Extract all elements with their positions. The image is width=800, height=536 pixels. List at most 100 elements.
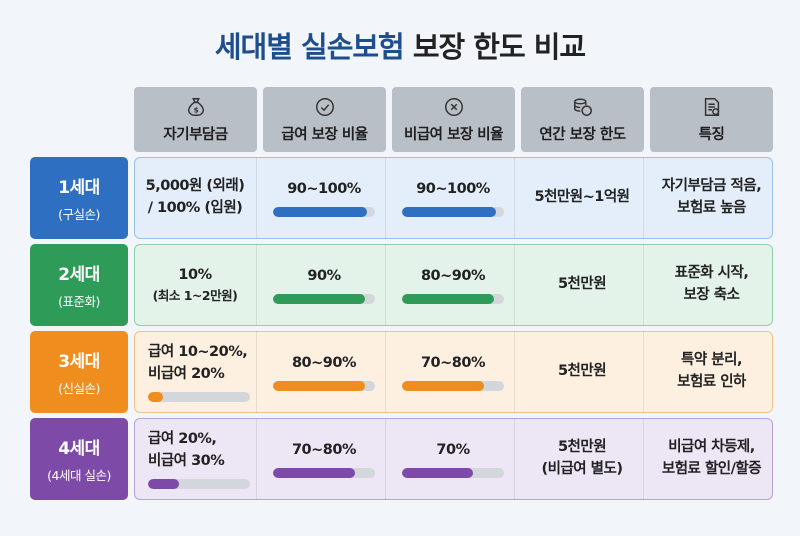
corner-empty (30, 87, 128, 152)
noncovered-value: 90~100% (416, 180, 490, 197)
copay-cell: 급여 20%, 비급여 30% (134, 418, 257, 500)
generation-label: 3세대 (신실손) (30, 331, 128, 413)
header-label: 급여 보장 비율 (281, 126, 368, 143)
covered-cell: 80~90% (263, 331, 386, 413)
covered-value: 90% (307, 267, 341, 284)
limit-cell: 5천만원 (비급여 별도) (521, 418, 644, 500)
generation-name: 3세대 (58, 352, 100, 372)
noncovered-cell: 70% (392, 418, 515, 500)
feature-cell: 자기부담금 적음, 보험료 높음 (650, 157, 773, 239)
noncovered-cell: 70~80% (392, 331, 515, 413)
covered-value: 80~90% (291, 354, 357, 371)
cell-text-line: 자기부담금 적음, (661, 178, 762, 195)
cell-text-line: 표준화 시작, (674, 265, 749, 282)
cell-text-line: 보험료 인하 (677, 374, 746, 390)
progress-bar-fill (273, 294, 365, 305)
header-label: 비급여 보장 비율 (404, 126, 503, 143)
progress-bar (402, 207, 504, 218)
generation-sub: (표준화) (58, 294, 100, 309)
noncovered-cell: 90~100% (392, 157, 515, 239)
progress-bar (148, 479, 250, 490)
feature-cell: 특약 분리, 보험료 인하 (650, 331, 773, 413)
cell-text-line: 5천만원~1억원 (534, 189, 630, 206)
cell-text-line: 비급여 차등제, (668, 439, 755, 456)
money-bag-icon: $ (187, 97, 204, 116)
noncovered-value: 70% (436, 441, 470, 458)
progress-bar (273, 207, 375, 218)
progress-bar-fill (402, 294, 494, 305)
page-title: 세대별 실손보험 보장 한도 비교 (0, 24, 800, 66)
generation-name: 4세대 (58, 439, 100, 459)
generation-sub: (구실손) (58, 207, 100, 222)
generation-label: 4세대 (4세대 실손) (30, 418, 128, 500)
generation-sub: (신실손) (58, 381, 100, 396)
progress-bar (273, 468, 375, 479)
covered-value: 70~80% (291, 441, 357, 458)
cell-text-line: 5천만원 (557, 439, 607, 456)
header-limit: 연간 보장 한도 (521, 87, 644, 152)
header-label: 자기부담금 (163, 126, 228, 143)
progress-bar (273, 381, 375, 392)
header-feature: 특징 (650, 87, 773, 152)
row-band (134, 418, 773, 500)
header-noncovered: 비급여 보장 비율 (392, 87, 515, 152)
generation-label: 2세대 (표준화) (30, 244, 128, 326)
copay-cell: 10% (최소 1~2만원) (134, 244, 257, 326)
check-circle-icon (315, 97, 334, 116)
progress-bar (402, 294, 504, 305)
generation-name: 2세대 (58, 265, 100, 285)
row-band (134, 157, 773, 239)
progress-bar-fill (402, 207, 496, 218)
progress-bar-fill (402, 381, 484, 392)
limit-cell: 5천만원~1억원 (521, 157, 644, 239)
progress-bar-fill (148, 479, 179, 490)
document-icon (704, 97, 719, 116)
progress-bar-fill (273, 468, 355, 479)
noncovered-value: 70~80% (420, 354, 486, 371)
limit-cell: 5천만원 (521, 331, 644, 413)
feature-cell: 비급여 차등제, 보험료 할인/할증 (650, 418, 773, 500)
cell-text-line: 10% (178, 266, 212, 283)
cell-text-line: 5,000원 (외래) (145, 178, 245, 195)
covered-cell: 70~80% (263, 418, 386, 500)
covered-cell: 90% (263, 244, 386, 326)
cell-text-line: 5천만원 (557, 276, 607, 293)
copay-cell: 급여 10~20%, 비급여 20% (134, 331, 257, 413)
cell-text-line: 급여 10~20%, (148, 343, 248, 360)
noncovered-value: 80~90% (420, 267, 486, 284)
cell-text-line: 급여 20%, (148, 430, 217, 447)
generation-label: 1세대 (구실손) (30, 157, 128, 239)
generation-name: 1세대 (58, 178, 100, 198)
header-label: 연간 보장 한도 (539, 126, 626, 143)
cell-text-line: (비급여 별도) (541, 461, 623, 477)
cell-text-line: 비급여 20% (148, 365, 225, 382)
coin-stack-icon (573, 97, 592, 116)
covered-value: 90~100% (287, 180, 361, 197)
progress-bar (402, 381, 504, 392)
limit-cell: 5천만원 (521, 244, 644, 326)
cell-text-line: 특약 분리, (681, 352, 742, 369)
covered-cell: 90~100% (263, 157, 386, 239)
header-label: 특징 (698, 126, 725, 143)
cell-text-line: 보장 축소 (683, 287, 740, 303)
progress-bar (148, 392, 250, 403)
feature-cell: 표준화 시작, 보장 축소 (650, 244, 773, 326)
generation-sub: (4세대 실손) (47, 468, 111, 483)
progress-bar (273, 294, 375, 305)
cell-text-line: (최소 1~2만원) (152, 287, 238, 303)
cell-text-line: 5천만원 (557, 363, 607, 380)
progress-bar-fill (402, 468, 474, 479)
progress-bar-fill (273, 381, 365, 392)
copay-cell: 5,000원 (외래) / 100% (입원) (134, 157, 257, 239)
cell-text-line: 보험료 할인/할증 (661, 461, 762, 477)
title-highlight: 세대별 실손보험 (214, 30, 405, 64)
row-band (134, 244, 773, 326)
header-copay: $ 자기부담금 (134, 87, 257, 152)
title-rest: 보장 한도 비교 (403, 30, 586, 64)
progress-bar-fill (148, 392, 164, 403)
x-circle-icon (444, 97, 463, 116)
cell-text-line: / 100% (입원) (147, 200, 243, 216)
comparison-table: $ 자기부담금 급여 보장 비율 비급여 보장 비율 연간 보장 한도 특징 1… (30, 87, 773, 500)
header-covered: 급여 보장 비율 (263, 87, 386, 152)
svg-text:$: $ (193, 105, 198, 114)
